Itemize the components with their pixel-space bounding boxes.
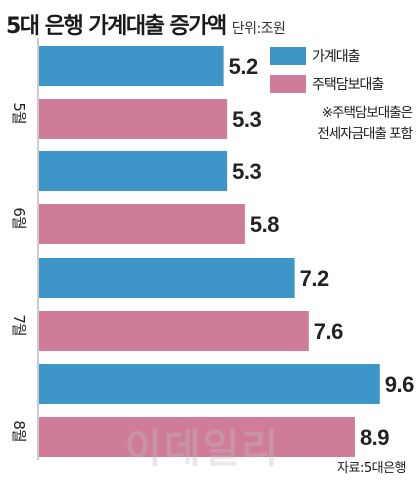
bar-mortgage-loans [39, 99, 228, 139]
bar-household-loans [39, 364, 380, 404]
legend-label-mortgage-loans: 주택담보대출 [312, 77, 384, 93]
category-label: 6월 [10, 207, 28, 229]
bar-value-label: 5.2 [229, 54, 258, 79]
bar-value-label: 9.6 [385, 372, 414, 397]
bar-mortgage-loans [39, 204, 245, 244]
bar-household-loans [39, 46, 224, 86]
legend-item-household-loans: 가계대출 [270, 44, 383, 68]
bar-mortgage-loans [39, 311, 309, 351]
bar-value-label: 8.9 [360, 425, 389, 450]
category-label: 8월 [10, 420, 28, 442]
legend: 가계대출 주택담보대출 [270, 44, 384, 100]
source-label: 자료:5대은행 [337, 461, 406, 476]
chart-title: 5대 은행 가계대출 증가액 [6, 14, 227, 39]
watermark-logo: 이데일리 [125, 426, 281, 472]
bar-mortgage-loans [39, 417, 355, 457]
legend-label-household-loans: 가계대출 [312, 49, 361, 65]
footnote-line-2: 전세자금대출 포함 [317, 126, 413, 142]
legend-swatch-household-loans [270, 47, 306, 65]
unit-label: 단위:조원 [231, 21, 286, 37]
footnote: ※주택담보대출은 전세자금대출 포함 [272, 103, 413, 145]
category-label: 5월 [10, 102, 28, 124]
bar-household-loans [39, 258, 295, 298]
bar-household-loans [39, 151, 228, 191]
bar-value-label: 5.8 [250, 212, 279, 237]
bar-value-label: 5.3 [232, 107, 261, 132]
bar-value-label: 5.3 [232, 159, 261, 184]
bar-value-label: 7.2 [300, 266, 329, 291]
footnote-line-1: ※주택담보대출은 [321, 105, 413, 121]
legend-swatch-mortgage-loans [270, 75, 306, 93]
bar-value-label: 7.6 [314, 319, 343, 344]
legend-item-mortgage-loans: 주택담보대출 [270, 72, 384, 96]
category-label: 7월 [10, 314, 28, 336]
title-row: 5대 은행 가계대출 증가액 단위:조원 [6, 8, 286, 40]
